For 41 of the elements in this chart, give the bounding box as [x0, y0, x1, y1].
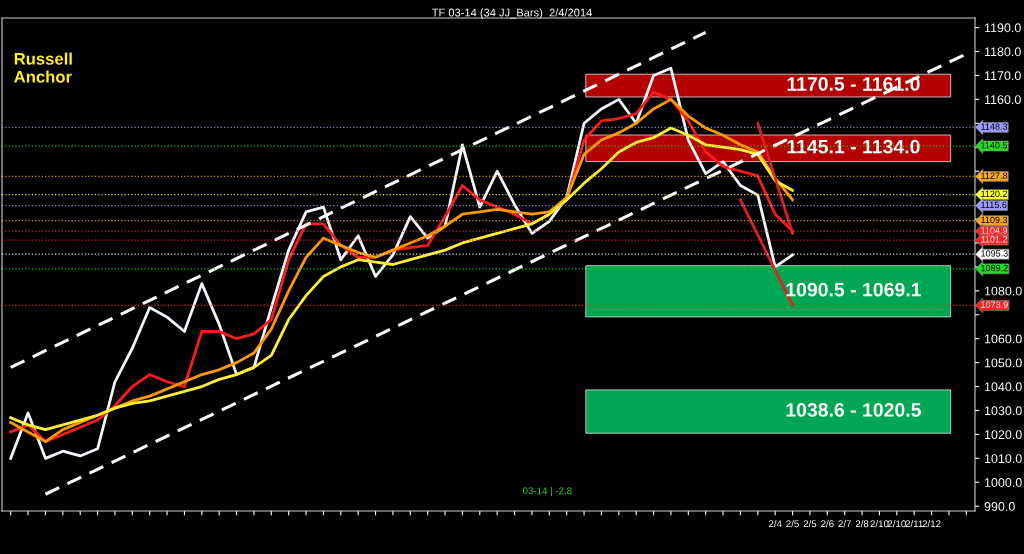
y-tick-label: 1050.0	[984, 358, 1022, 368]
y-tick-label: 1170.0	[984, 71, 1021, 81]
y-tick-label: 1190.0	[984, 23, 1021, 33]
y-tick-label: 1010.0	[984, 454, 1022, 463]
ref-line-label: 1109.3	[981, 216, 1008, 224]
band-label: 1090.5 - 1069.1	[786, 282, 921, 297]
chart-title: TF 03-14 (34 JJ_Bars) 2/4/2014	[431, 8, 592, 19]
annotation: Russell Anchor	[14, 52, 72, 83]
x-tick-label: 2/8	[855, 520, 869, 528]
ref-line-label: 1115.6	[981, 201, 1007, 209]
annotation: 03-14 | -2.8	[522, 487, 572, 497]
ref-line-label: 1095.3	[981, 250, 1008, 257]
ref-line-label: 1073.9	[981, 301, 1008, 308]
band-label: 1170.5 - 1161.0	[787, 77, 920, 91]
y-tick-label: 1030.0	[984, 406, 1022, 416]
band-label: 1145.1 - 1134.0	[787, 139, 920, 154]
y-tick-label: 1160.0	[984, 95, 1021, 105]
ref-line-label: 1089.2	[981, 264, 1008, 272]
ref-line-label: 1140.5	[981, 142, 1008, 149]
y-tick-label: 990.0	[984, 502, 1015, 511]
y-tick-label: 1020.0	[984, 430, 1022, 440]
y-tick-label: 1040.0	[984, 382, 1022, 392]
ref-line-label: 1104.9	[981, 227, 1008, 234]
ref-line-label: 1127.8	[981, 172, 1008, 179]
x-tick-label: 2/6	[821, 520, 834, 528]
band-label: 1038.6 - 1020.5	[786, 403, 921, 417]
x-tick-label: 2/4	[768, 520, 782, 528]
x-tick-label: 2/12	[922, 520, 941, 528]
x-tick-label: 2/5	[803, 520, 817, 528]
y-tick-label: 1000.0	[984, 478, 1022, 487]
y-tick-label: 1080.0	[984, 286, 1022, 296]
y-tick-label: 1060.0	[984, 334, 1022, 344]
x-tick-label: 2/7	[838, 520, 851, 528]
ref-line-label: 1120.2	[981, 190, 1008, 198]
ref-line-label: 1148.3	[981, 123, 1008, 130]
ref-line-label: 1101.2	[981, 236, 1008, 243]
x-tick-label: 2/11	[905, 520, 923, 528]
y-tick-label: 1180.0	[984, 47, 1021, 57]
x-tick-label: 2/10	[887, 520, 906, 528]
x-tick-label: 2/10	[870, 520, 889, 528]
x-tick-label: 2/5	[786, 520, 799, 528]
